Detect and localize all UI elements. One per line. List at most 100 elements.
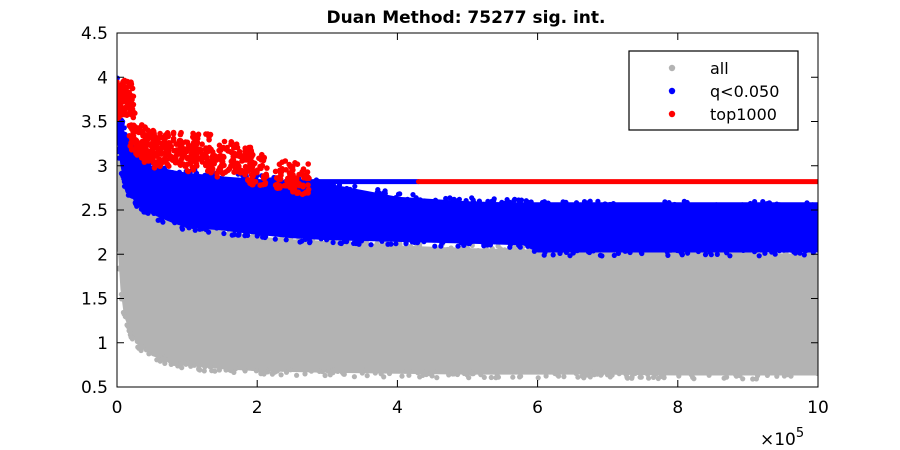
series-q-point <box>243 230 249 236</box>
series-top1000-point <box>157 145 163 152</box>
series-all-point <box>767 253 774 259</box>
series-q-point <box>352 183 358 189</box>
series-all-point <box>374 241 380 247</box>
series-all-point <box>461 370 467 377</box>
series-q-point <box>221 230 227 237</box>
series-all-point <box>278 372 284 378</box>
series-q-point <box>117 140 120 146</box>
x-tick-label: 0 <box>112 398 123 418</box>
series-top1000-point <box>245 168 251 174</box>
series-all-point <box>651 252 657 258</box>
series-all-point <box>510 374 516 380</box>
series-all-point <box>201 368 207 374</box>
series-q-point <box>479 239 485 245</box>
series-all-point <box>448 245 454 251</box>
series-q-point <box>410 192 416 198</box>
series-top1000-point <box>305 186 312 193</box>
series-q-point <box>159 213 165 219</box>
legend-label: all <box>710 59 729 78</box>
series-top1000-point <box>175 159 181 166</box>
series-q-point <box>417 197 423 203</box>
series-q-point <box>491 198 497 204</box>
series-all-point <box>129 335 136 341</box>
series-top1000-point <box>153 153 160 159</box>
series-q-point <box>756 253 762 259</box>
series-q-point <box>611 252 617 258</box>
series-q-point <box>762 250 768 256</box>
series-all-point <box>588 368 594 374</box>
series-all-point <box>434 375 440 381</box>
series-q-point <box>202 172 208 178</box>
series-q-point <box>586 249 593 256</box>
series-top1000-point <box>276 177 282 183</box>
series-all-point <box>733 373 740 379</box>
series-top1000-point <box>252 178 259 185</box>
series-top1000-point <box>117 112 121 119</box>
series-q-point <box>329 183 335 189</box>
series-top1000-point <box>263 171 270 178</box>
series-q-point <box>729 246 735 252</box>
series-top1000-point <box>130 93 137 100</box>
series-top1000-point <box>237 170 244 176</box>
series-q-point <box>352 240 358 246</box>
series-top1000-point <box>158 151 164 157</box>
series-q-point <box>546 246 552 252</box>
legend: all q<0.050 top1000 <box>628 50 799 131</box>
series-top1000-point <box>305 182 311 188</box>
y-tick-label: 3 <box>97 157 108 177</box>
series-all-point <box>378 371 384 377</box>
series-all-point <box>122 314 128 320</box>
series-all-point <box>117 246 121 252</box>
series-q-point <box>405 196 411 202</box>
series-top1000-point <box>289 164 296 170</box>
series-top1000-point <box>185 168 192 175</box>
series-q-point <box>133 201 139 207</box>
series-all-point <box>764 372 771 378</box>
series-all-point <box>755 373 761 379</box>
series-all-point <box>250 365 256 371</box>
series-q-point <box>507 240 513 246</box>
series-all-point <box>117 232 120 238</box>
series-q-point <box>740 247 746 253</box>
series-all-point <box>399 373 405 379</box>
series-all-point <box>740 376 746 382</box>
series-q-point <box>627 249 633 256</box>
series-all-point <box>781 373 788 379</box>
series-top1000-point <box>117 79 120 85</box>
series-q-point <box>145 207 151 213</box>
series-q-point <box>430 237 436 243</box>
series-all-point <box>481 374 487 380</box>
series-all-point <box>516 248 522 255</box>
series-all-point <box>269 370 275 376</box>
y-tick-label: 1 <box>97 334 108 354</box>
series-all-cloud <box>117 86 818 376</box>
series-q-point <box>121 176 127 182</box>
series-top1000-point <box>276 161 283 168</box>
series-q-point <box>469 195 475 201</box>
series-q-point <box>163 168 169 174</box>
x-axis-exponent: ×105 <box>760 426 804 450</box>
series-top1000-point <box>203 149 210 156</box>
series-all-point <box>171 360 177 366</box>
series-q-point <box>385 241 391 247</box>
series-all-point <box>446 372 452 378</box>
series-top1000-point <box>184 161 190 168</box>
series-top1000-point <box>272 182 279 188</box>
series-top1000-point <box>225 167 231 174</box>
legend-box <box>628 50 799 131</box>
series-q-point <box>249 228 255 234</box>
series-top1000-point <box>232 144 239 150</box>
series-top1000-point <box>296 171 302 178</box>
series-top1000-point <box>242 163 249 170</box>
y-tick-label: 1.5 <box>81 290 108 310</box>
series-all-point <box>126 327 132 333</box>
series-all-point <box>196 365 202 371</box>
series-q-point <box>449 237 455 243</box>
series-q-point <box>324 237 330 243</box>
series-q-point <box>117 155 122 161</box>
series-q-point <box>458 239 464 246</box>
series-all-point <box>598 372 604 378</box>
series-top1000-point <box>175 149 181 155</box>
series-q-point <box>192 227 198 233</box>
series-q-point <box>639 250 645 257</box>
